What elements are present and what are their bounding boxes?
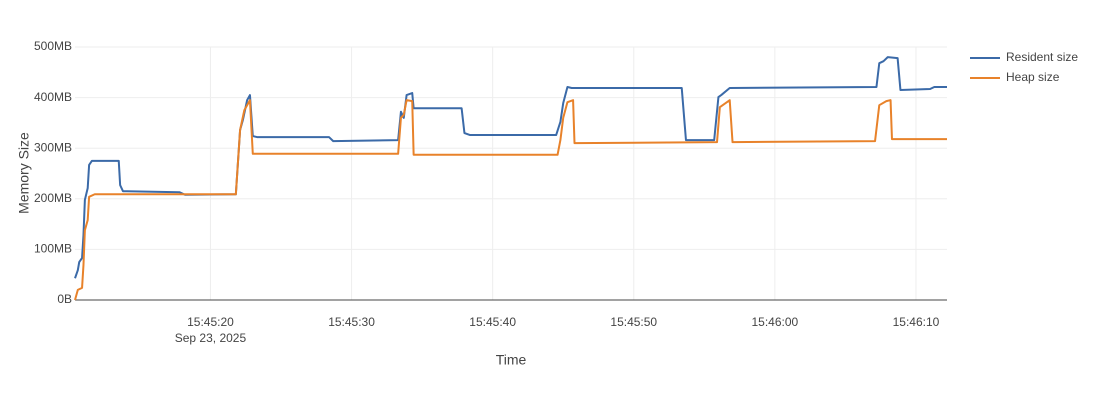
x-tick-label: 15:46:10: [893, 315, 940, 329]
legend-label[interactable]: Resident size: [1006, 50, 1078, 64]
x-tick-label: 15:45:40: [469, 315, 516, 329]
x-axis-title: Time: [496, 352, 527, 368]
y-tick-label: 300MB: [34, 140, 72, 154]
series-line: [74, 56, 947, 279]
y-axis-title: Memory Size: [16, 132, 32, 214]
x-tick-label: 15:45:20: [187, 315, 234, 329]
y-tick-label: 400MB: [34, 90, 72, 104]
y-tick-label: 0B: [57, 292, 72, 306]
x-tick-label: 15:45:50: [610, 315, 657, 329]
series-line: [74, 99, 947, 301]
x-date-label: Sep 23, 2025: [175, 331, 247, 345]
y-tick-label: 200MB: [34, 191, 72, 205]
x-tick-label: 15:46:00: [751, 315, 798, 329]
legend-label[interactable]: Heap size: [1006, 70, 1060, 84]
y-tick-label: 100MB: [34, 242, 72, 256]
y-tick-label: 500MB: [34, 39, 72, 53]
x-tick-label: 15:45:30: [328, 315, 375, 329]
